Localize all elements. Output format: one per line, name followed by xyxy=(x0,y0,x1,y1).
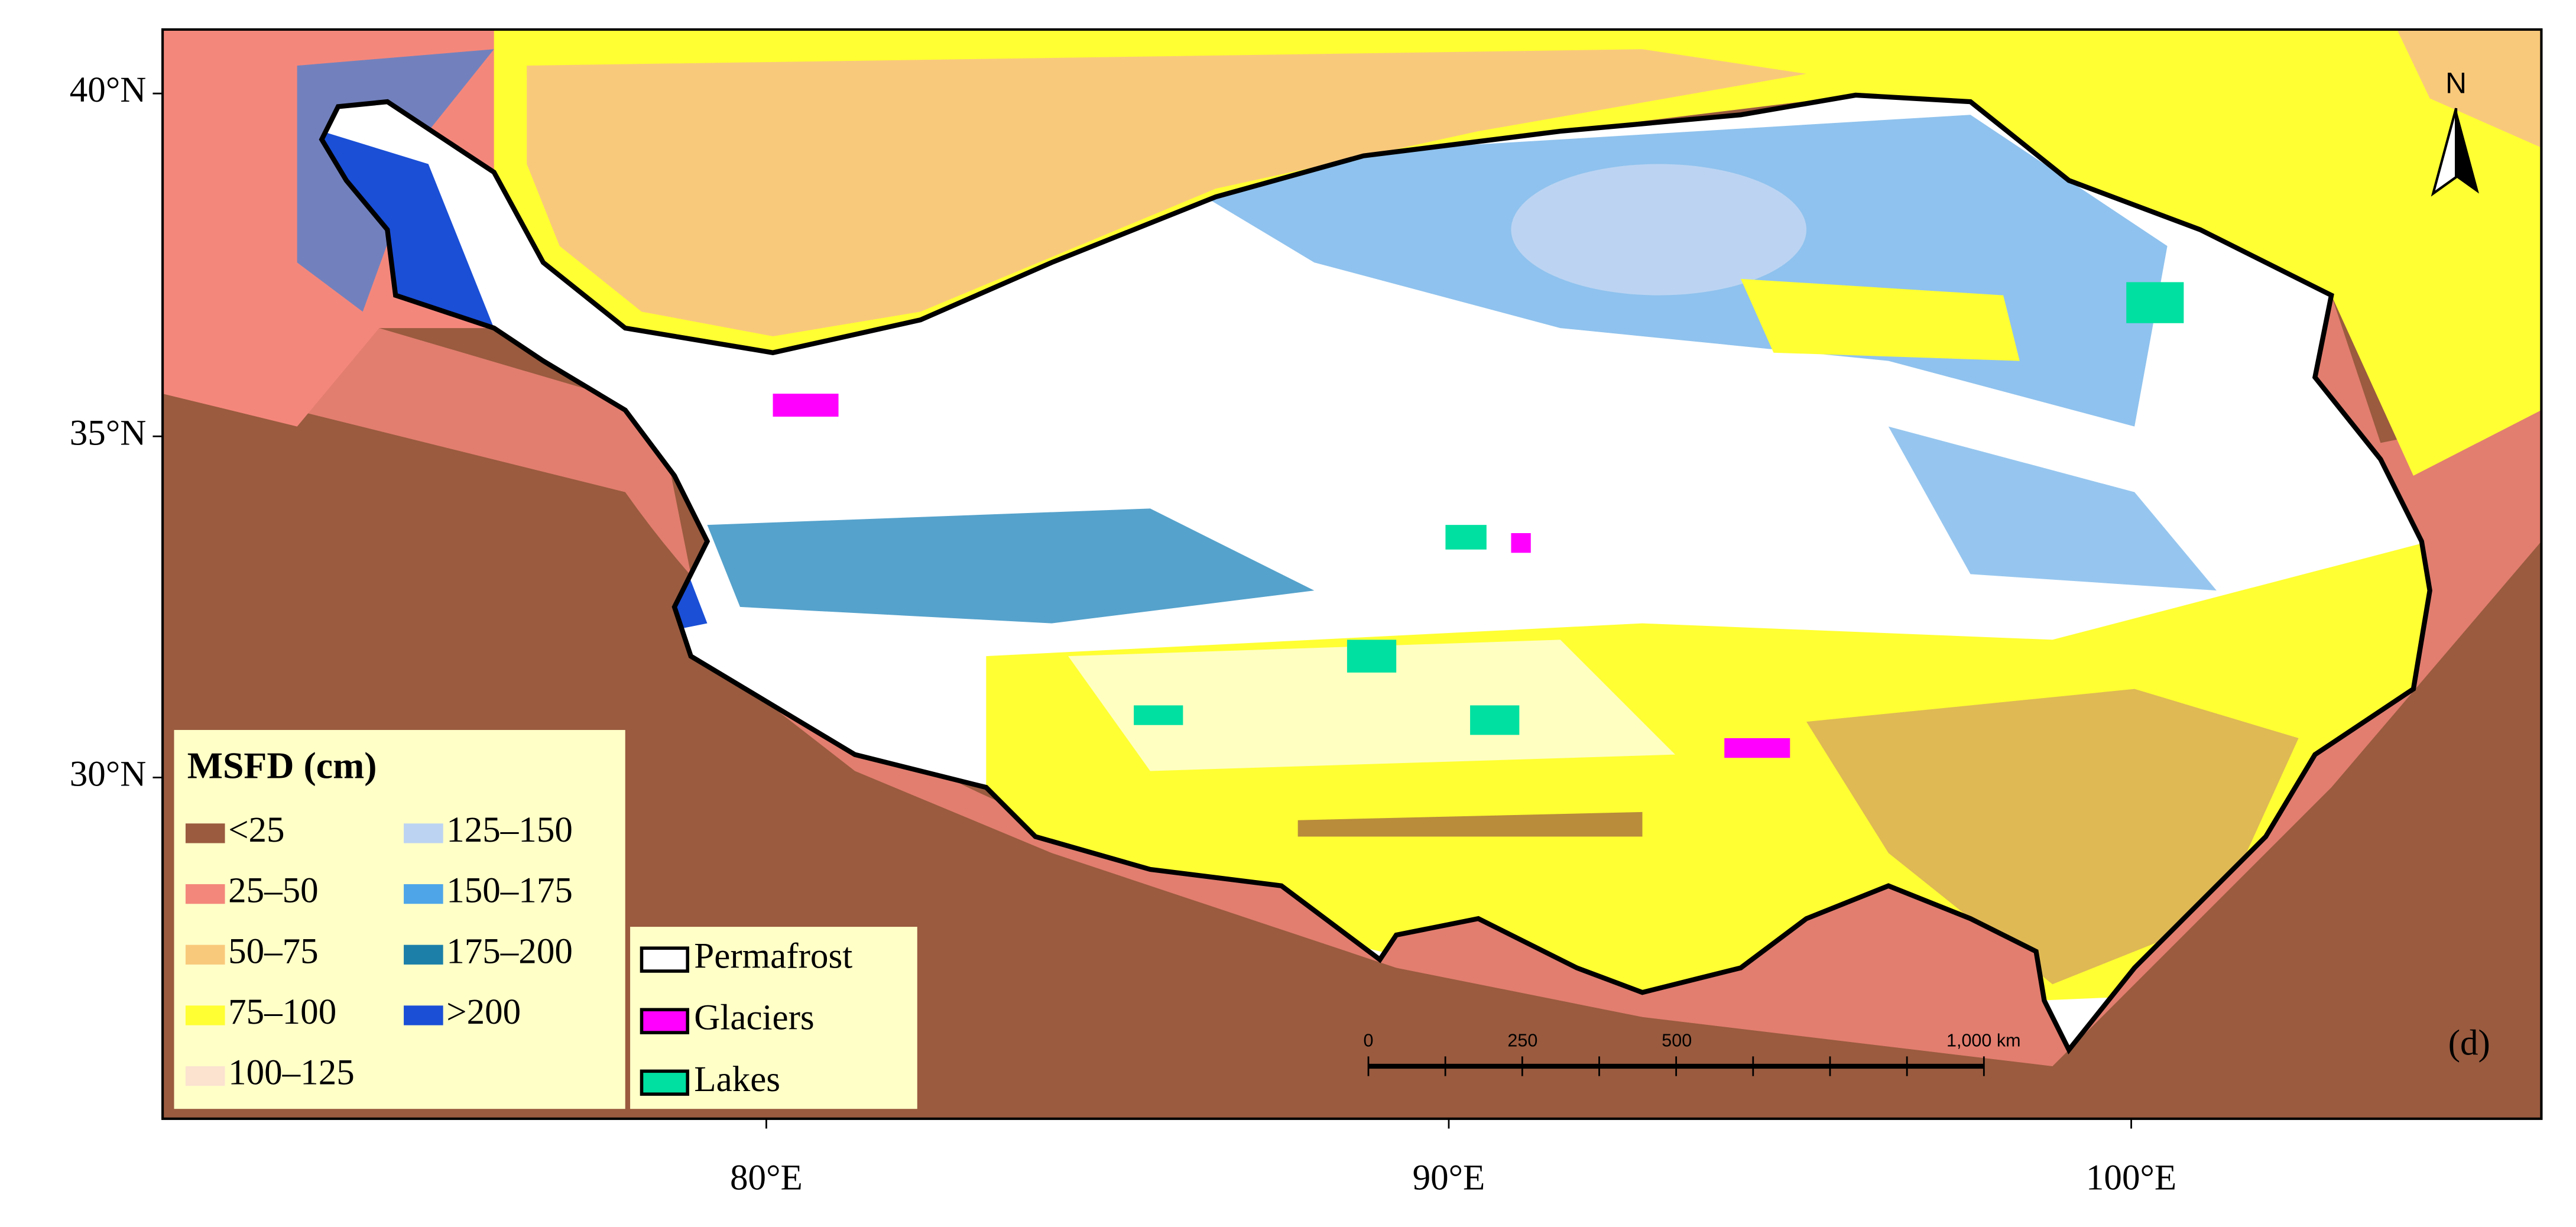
legend-swatch xyxy=(404,1005,443,1025)
glacier xyxy=(1511,533,1531,553)
lat-label: 35°N xyxy=(70,413,147,453)
lon-label: 100°E xyxy=(2086,1158,2176,1197)
legend: <25 25–50 50–75 75–100 100–125 125–150 150–175… xyxy=(185,810,852,1099)
scale-label: 1,000 km xyxy=(1946,1030,2021,1050)
lake xyxy=(2126,282,2184,323)
legend-box xyxy=(174,730,625,1109)
central-south xyxy=(1068,640,1675,771)
legend-label: 125–150 xyxy=(446,810,573,850)
map-body xyxy=(163,29,2542,1119)
legend-label: <25 xyxy=(228,810,284,850)
legend-label: 100–125 xyxy=(228,1053,355,1093)
qaidam-yellow xyxy=(1741,278,2020,361)
overlay-swatch xyxy=(640,1008,689,1034)
legend-label: 175–200 xyxy=(446,931,573,971)
plateau-classes xyxy=(322,115,2430,1017)
legend-swatch xyxy=(185,823,225,843)
legend-swatch xyxy=(185,944,225,965)
lon-label: 80°E xyxy=(730,1158,803,1197)
graticule-labels: 40°N 35°N 30°N 80°E 90°E 100°E xyxy=(70,70,2176,1197)
north-label: N xyxy=(2445,67,2467,100)
legend-swatch xyxy=(404,944,443,965)
panel-label: (d) xyxy=(2448,1024,2490,1063)
legend-swatch xyxy=(185,1066,225,1086)
legend-label: >200 xyxy=(446,992,521,1032)
legend-title: MSFD (cm) xyxy=(187,744,377,786)
glacier xyxy=(1724,738,1790,758)
map-frame xyxy=(161,28,2543,1120)
se-valleys xyxy=(1806,689,2299,985)
lat-label: 30°N xyxy=(70,755,147,794)
lat-label: 40°N xyxy=(70,70,147,110)
overlay-label: Permafrost xyxy=(694,937,852,976)
scale-bar: 0 250 500 1,000 km xyxy=(1364,1030,2021,1076)
legend-swatch xyxy=(404,884,443,904)
legend-label: 150–175 xyxy=(446,871,573,911)
scale-label: 500 xyxy=(1662,1030,1692,1050)
glacier xyxy=(773,394,839,417)
lake xyxy=(1445,525,1487,550)
legend-label: 75–100 xyxy=(228,992,336,1032)
overlay-label: Lakes xyxy=(694,1060,780,1099)
overlay-swatch xyxy=(640,1069,689,1096)
lake xyxy=(1347,640,1397,673)
blue-east xyxy=(1888,426,2217,591)
lake xyxy=(1134,705,1183,725)
basin-region xyxy=(527,49,1807,336)
scale-label: 0 xyxy=(1364,1030,1374,1050)
overlay-swatch xyxy=(640,946,689,973)
legend-label: 25–50 xyxy=(228,871,319,911)
blue-mid xyxy=(707,508,1315,624)
legend-swatch xyxy=(185,1005,225,1025)
legend-swatch xyxy=(185,884,225,904)
legend-label: 50–75 xyxy=(228,931,319,971)
lon-label: 90°E xyxy=(1413,1158,1485,1197)
lake xyxy=(1470,705,1520,735)
overlay-label: Glaciers xyxy=(694,998,814,1038)
ne-region xyxy=(2397,29,2542,148)
legend-swatch xyxy=(404,823,443,843)
qaidam xyxy=(1511,164,1807,296)
scale-label: 250 xyxy=(1507,1030,1537,1050)
